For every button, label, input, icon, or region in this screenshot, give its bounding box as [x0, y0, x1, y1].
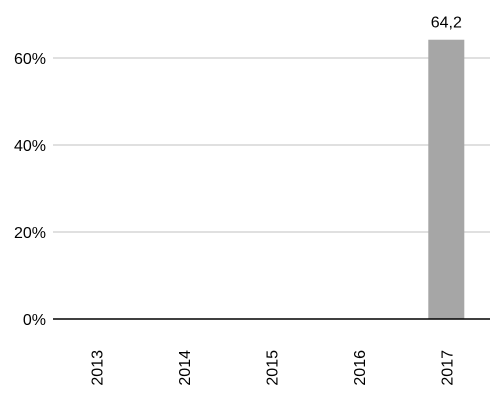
x-axis-tick-labels: 2013 2014 2015 2016 2017: [90, 350, 457, 386]
data-label-2017: 64,2: [431, 15, 462, 32]
x-tick-label-2015: 2015: [265, 350, 282, 386]
bar-2017: [428, 39, 465, 319]
x-tick-label-2014: 2014: [177, 350, 194, 386]
y-tick-label: 60%: [14, 51, 46, 68]
gridlines: [53, 57, 490, 233]
bars: [428, 39, 465, 319]
data-labels: 64,2: [431, 15, 462, 32]
x-tick-label-2016: 2016: [352, 350, 369, 386]
y-tick-label: 20%: [14, 225, 46, 242]
y-tick-label: 0%: [23, 312, 46, 329]
x-tick-label-2017: 2017: [439, 350, 456, 386]
x-tick-label-2013: 2013: [90, 350, 107, 386]
y-axis-tick-labels: 0% 20% 40% 60%: [14, 51, 46, 329]
y-tick-label: 40%: [14, 138, 46, 155]
